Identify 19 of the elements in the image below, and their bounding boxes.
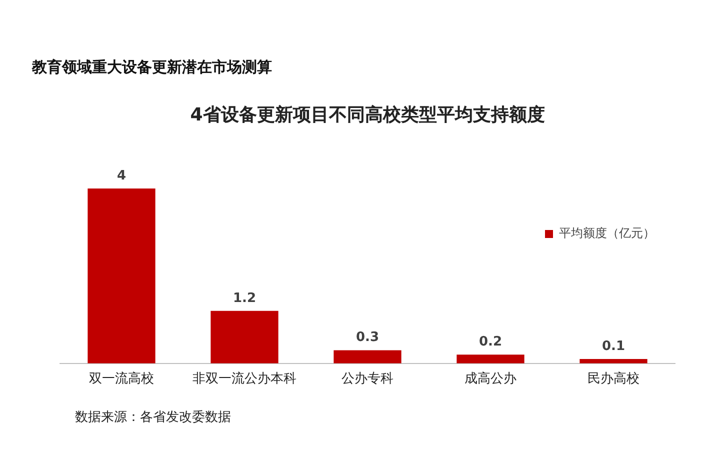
data-label: 0.3: [356, 330, 380, 346]
x-tick-label: 非双一流公办本科: [192, 370, 296, 387]
bar: [88, 188, 156, 364]
x-tick-label: 民办高校: [588, 370, 640, 387]
data-label: 0.2: [478, 334, 502, 350]
bar: [456, 354, 524, 364]
x-tick-label: 公办专科: [342, 372, 394, 387]
bar: [580, 359, 648, 364]
chart-title: 4省设备更新项目不同高校类型平均支持额度: [190, 104, 545, 126]
data-label: 0.1: [602, 338, 626, 354]
bar: [334, 350, 402, 364]
chart-subtitle: 教育领域重大设备更新潜在市场测算: [32, 58, 272, 77]
legend-label: 平均额度（亿元）: [559, 225, 655, 242]
x-tick-label: 成高公办: [464, 370, 516, 387]
data-label: 1.2: [232, 290, 256, 306]
x-tick-label: 双一流高校: [89, 370, 154, 387]
data-label: 4: [116, 168, 126, 184]
source-note: 数据来源：各省发改委数据: [75, 409, 231, 426]
bar: [210, 310, 278, 364]
